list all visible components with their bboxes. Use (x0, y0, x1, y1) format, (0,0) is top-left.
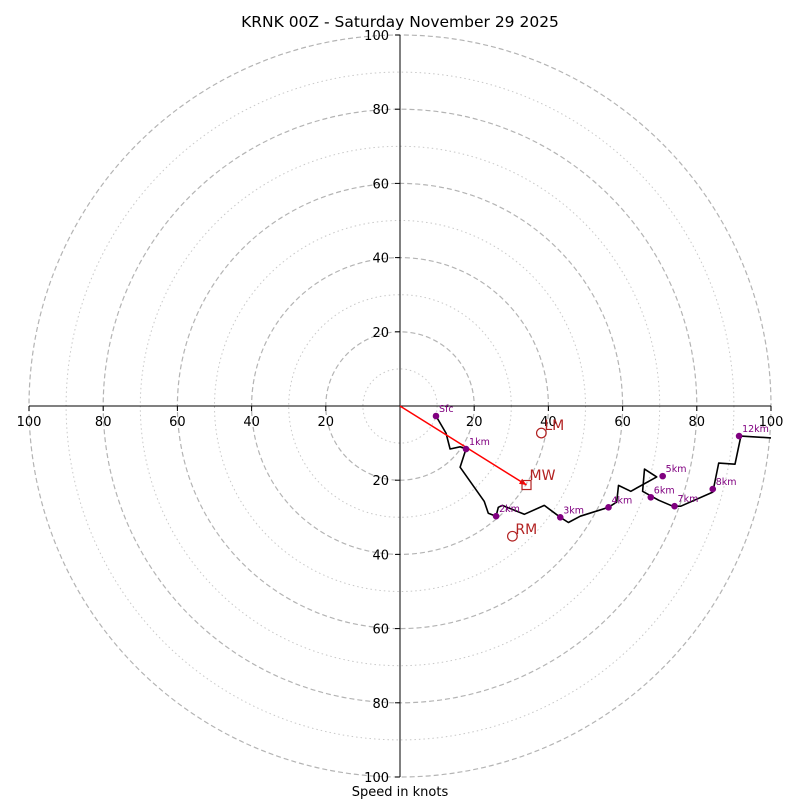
hodograph-trace-group (435, 415, 772, 524)
height-label-8km: 8km (716, 477, 737, 488)
mean-wind-marker (521, 479, 532, 491)
height-label-5km: 5km (666, 464, 687, 475)
x-tick-label: 20 (318, 415, 335, 430)
x-tick-label: 20 (466, 415, 483, 430)
x-tick-label: 40 (540, 415, 557, 430)
chart-title: KRNK 00Z - Saturday November 29 2025 (241, 13, 559, 31)
height-label-3km: 3km (563, 505, 584, 516)
left-mover-marker (535, 427, 547, 439)
height-label-sfc: Sfc (439, 404, 454, 415)
hodograph-trace (435, 415, 772, 524)
x-tick-label: 40 (243, 415, 260, 430)
height-marker-7km (671, 502, 678, 510)
y-tick-label: 60 (372, 177, 389, 192)
x-tick-label: 80 (95, 415, 112, 430)
x-tick-label: 100 (759, 415, 784, 430)
y-tick-label: 40 (372, 548, 389, 563)
y-tick-label: 100 (364, 771, 389, 786)
y-tick-label: 80 (372, 103, 389, 118)
x-tick-label: 80 (689, 415, 706, 430)
height-marker-3km (556, 514, 564, 521)
height-marker-12km (735, 432, 743, 440)
height-label-1km: 1km (469, 437, 490, 448)
y-tick-label: 20 (372, 474, 389, 489)
height-marker-6km (647, 493, 655, 501)
height-label-7km: 7km (678, 494, 699, 505)
x-tick-label: 100 (17, 415, 42, 430)
right-mover-marker (507, 530, 518, 542)
x-axis-label: Speed in knots (352, 785, 449, 800)
height-label-6km: 6km (654, 485, 675, 496)
y-tick-label: 20 (372, 326, 389, 341)
height-marker-sfc (432, 412, 440, 420)
height-label-4km: 4km (612, 495, 633, 506)
x-tick-label: 60 (169, 415, 186, 430)
storm-motion-group: MW LM RM (399, 405, 564, 542)
y-tick-label: 100 (364, 29, 389, 44)
height-marker-8km (709, 485, 717, 493)
right-mover-label: RM (515, 522, 537, 538)
y-tick-label: 40 (372, 252, 389, 267)
height-marker-2km (492, 512, 500, 520)
mean-wind-arrowhead (518, 478, 527, 486)
height-label-12km: 12km (742, 424, 769, 435)
height-label-2km: 2km (499, 504, 520, 515)
height-marker-5km (659, 472, 666, 480)
left-mover-label: LM (544, 418, 564, 434)
y-tick-label: 60 (372, 623, 389, 638)
y-tick-label: 80 (372, 697, 389, 712)
height-marker-4km (605, 503, 612, 511)
axis-ticks: 100 80 60 40 20 20 40 60 80 100 100 80 60 40 20 20 40 60 8… (17, 29, 784, 786)
x-tick-label: 60 (614, 415, 631, 430)
mean-wind-arrow (399, 405, 527, 486)
height-marker-1km (462, 445, 470, 453)
mean-wind-label: MW (530, 468, 556, 484)
